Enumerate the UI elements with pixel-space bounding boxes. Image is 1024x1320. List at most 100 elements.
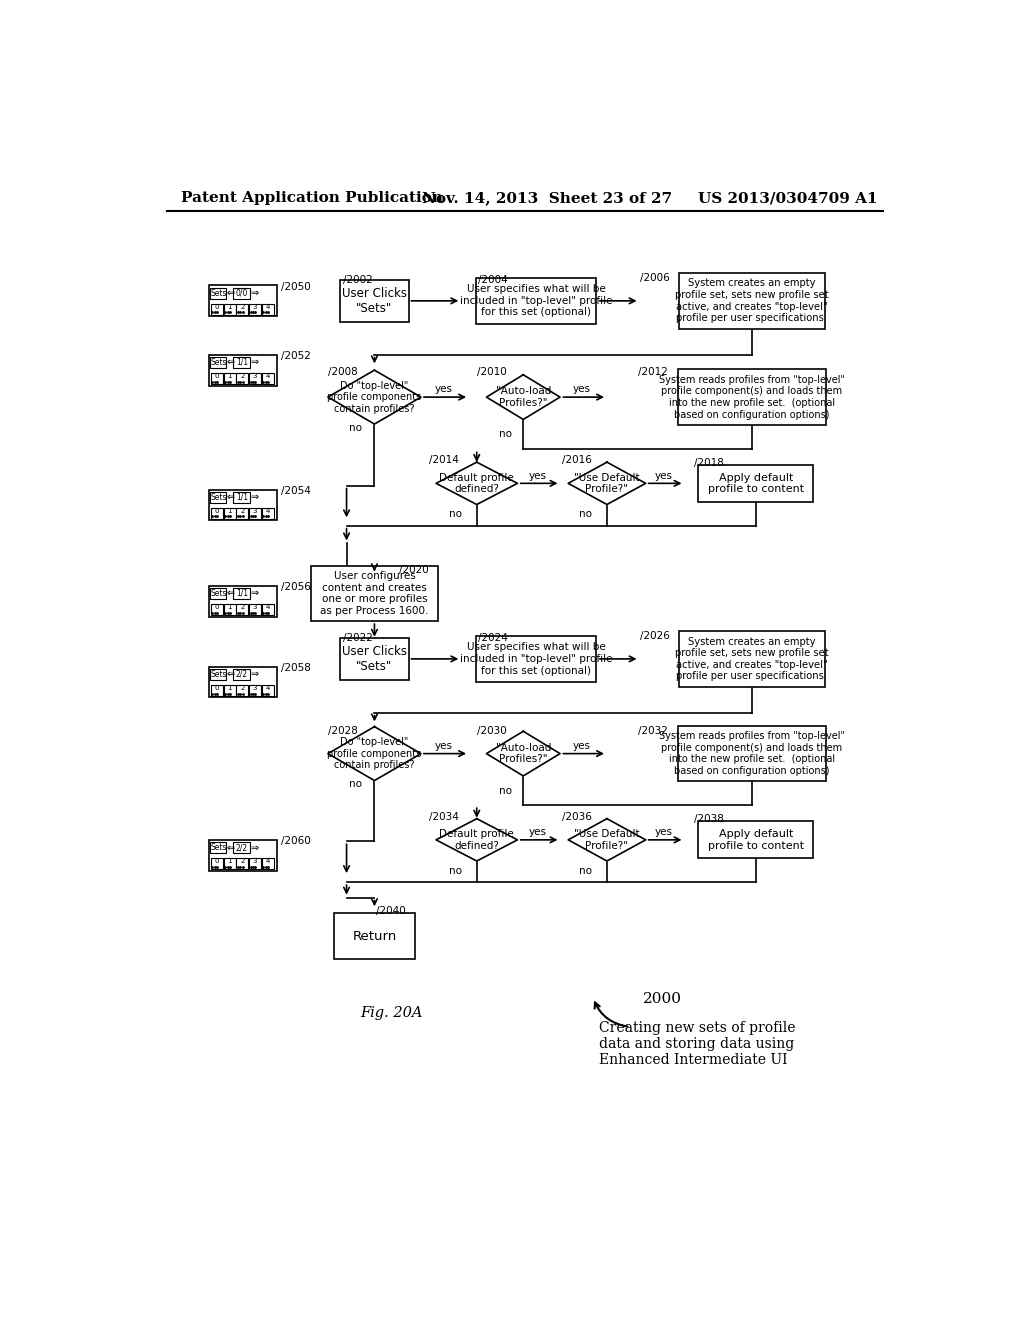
FancyBboxPatch shape	[679, 631, 824, 686]
Text: Sets: Sets	[210, 669, 226, 678]
Text: User Clicks
"Sets": User Clicks "Sets"	[342, 286, 407, 315]
Text: /2036: /2036	[562, 812, 592, 822]
FancyBboxPatch shape	[211, 858, 223, 869]
FancyBboxPatch shape	[237, 605, 248, 615]
Polygon shape	[436, 462, 517, 504]
Text: 3: 3	[253, 685, 257, 692]
FancyBboxPatch shape	[262, 605, 273, 615]
Text: no: no	[449, 866, 462, 875]
FancyBboxPatch shape	[262, 374, 273, 384]
Text: Apply default
profile to content: Apply default profile to content	[708, 473, 804, 494]
Text: /2028: /2028	[328, 726, 357, 735]
Text: 2: 2	[240, 605, 245, 610]
Text: Patent Application Publication: Patent Application Publication	[180, 191, 442, 206]
Text: "Use Default
Profile?": "Use Default Profile?"	[574, 829, 640, 850]
Text: ⇐: ⇐	[226, 842, 234, 853]
Text: ⇒: ⇒	[250, 288, 258, 298]
Text: /2034: /2034	[429, 812, 459, 822]
FancyBboxPatch shape	[698, 465, 813, 502]
Text: yes: yes	[528, 828, 546, 837]
Text: /2012: /2012	[638, 367, 668, 378]
Text: 0: 0	[215, 858, 219, 865]
FancyBboxPatch shape	[211, 508, 223, 519]
Text: 4: 4	[265, 685, 270, 692]
Text: "Auto-load
Profiles?": "Auto-load Profiles?"	[496, 743, 551, 764]
Text: 4: 4	[265, 605, 270, 610]
Text: no: no	[449, 510, 462, 519]
Text: ⇐: ⇐	[226, 492, 234, 502]
FancyBboxPatch shape	[334, 913, 415, 960]
Text: /2052: /2052	[281, 351, 310, 362]
Text: 2000: 2000	[643, 993, 682, 1006]
Text: Default profile
defined?: Default profile defined?	[439, 473, 514, 494]
FancyBboxPatch shape	[237, 508, 248, 519]
Text: /2018: /2018	[693, 458, 724, 467]
FancyBboxPatch shape	[233, 842, 251, 853]
Text: yes: yes	[434, 741, 453, 751]
Text: 3: 3	[253, 304, 257, 310]
FancyBboxPatch shape	[476, 277, 597, 323]
Text: /2056: /2056	[281, 582, 310, 593]
Polygon shape	[436, 818, 517, 861]
Text: 1: 1	[227, 605, 231, 610]
FancyBboxPatch shape	[210, 288, 226, 298]
Text: ⇐: ⇐	[226, 669, 234, 680]
Text: Do "top-level"
profile components
contain profiles?: Do "top-level" profile components contai…	[328, 380, 422, 413]
Text: 2: 2	[240, 858, 245, 865]
Text: /2050: /2050	[281, 282, 310, 292]
Text: 3: 3	[253, 858, 257, 865]
Text: 1: 1	[227, 374, 231, 379]
FancyBboxPatch shape	[310, 566, 438, 622]
FancyBboxPatch shape	[678, 726, 825, 781]
FancyBboxPatch shape	[223, 508, 236, 519]
Text: 1: 1	[227, 858, 231, 865]
Text: 3: 3	[253, 605, 257, 610]
FancyBboxPatch shape	[211, 605, 223, 615]
Text: /2026: /2026	[640, 631, 670, 640]
Polygon shape	[328, 726, 421, 780]
Text: Sets: Sets	[210, 358, 226, 367]
FancyBboxPatch shape	[209, 840, 276, 871]
Polygon shape	[328, 370, 421, 424]
FancyBboxPatch shape	[262, 858, 273, 869]
Text: no: no	[348, 779, 361, 788]
Text: yes: yes	[573, 741, 591, 751]
Polygon shape	[486, 731, 560, 776]
Text: 0: 0	[215, 605, 219, 610]
Text: no: no	[499, 429, 512, 440]
FancyBboxPatch shape	[210, 358, 226, 368]
FancyBboxPatch shape	[233, 288, 251, 298]
FancyBboxPatch shape	[223, 374, 236, 384]
FancyBboxPatch shape	[233, 669, 251, 680]
Polygon shape	[568, 818, 646, 861]
Text: 1: 1	[227, 508, 231, 513]
Text: 3: 3	[253, 374, 257, 379]
FancyBboxPatch shape	[210, 589, 226, 599]
Text: /2008: /2008	[328, 367, 357, 378]
Text: /2054: /2054	[281, 486, 310, 496]
Polygon shape	[486, 375, 560, 420]
Text: /2038: /2038	[693, 814, 724, 824]
Text: /2032: /2032	[638, 726, 668, 735]
FancyBboxPatch shape	[233, 358, 251, 368]
Text: /2040: /2040	[376, 907, 406, 916]
Text: User Clicks
"Sets": User Clicks "Sets"	[342, 645, 407, 673]
FancyBboxPatch shape	[209, 285, 276, 317]
Text: /2014: /2014	[429, 455, 459, 465]
Text: 1/1: 1/1	[236, 358, 248, 367]
FancyBboxPatch shape	[262, 508, 273, 519]
Text: 1: 1	[227, 304, 231, 310]
Text: ⇐: ⇐	[226, 288, 234, 298]
FancyBboxPatch shape	[237, 304, 248, 314]
Text: Apply default
profile to content: Apply default profile to content	[708, 829, 804, 850]
Text: Sets: Sets	[210, 589, 226, 598]
FancyBboxPatch shape	[249, 374, 261, 384]
FancyBboxPatch shape	[262, 304, 273, 314]
FancyBboxPatch shape	[209, 586, 276, 616]
FancyBboxPatch shape	[678, 370, 825, 425]
FancyBboxPatch shape	[209, 355, 276, 385]
Text: System reads profiles from "top-level"
profile component(s) and loads them
into : System reads profiles from "top-level" p…	[658, 375, 845, 420]
FancyBboxPatch shape	[223, 605, 236, 615]
Text: ⇒: ⇒	[250, 669, 258, 680]
Text: Creating new sets of profile
data and storing data using
Enhanced Intermediate U: Creating new sets of profile data and st…	[599, 1020, 796, 1067]
